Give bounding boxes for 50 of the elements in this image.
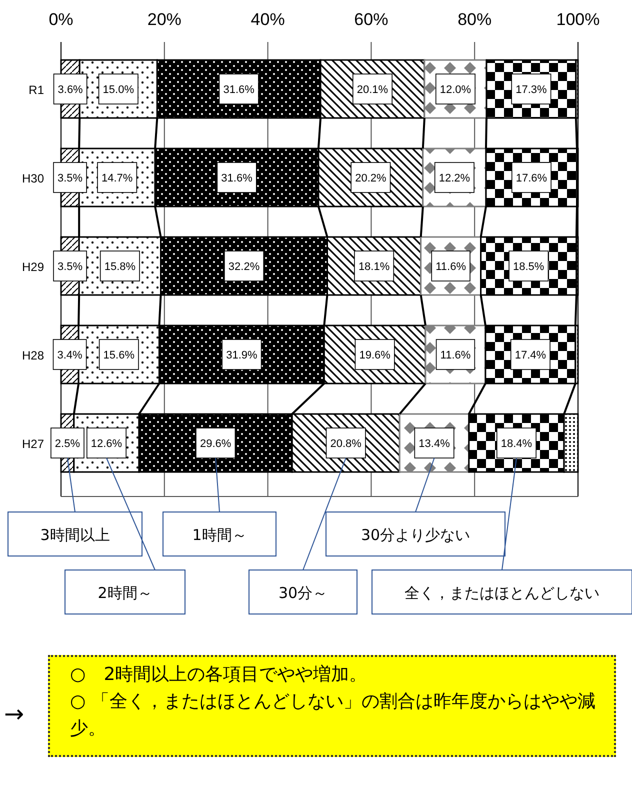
data-label: 12.2% bbox=[438, 172, 470, 184]
text: 1時間～ bbox=[192, 526, 247, 544]
data-label: 31.6% bbox=[221, 172, 253, 184]
text: 30分より少ない bbox=[360, 526, 470, 544]
x-tick-label: 40% bbox=[250, 10, 285, 29]
data-label: 18.1% bbox=[358, 261, 390, 273]
x-tick-label: 20% bbox=[147, 10, 182, 29]
y-tick-label: R1 bbox=[28, 83, 44, 97]
data-label: 11.6% bbox=[436, 261, 466, 273]
data-label: 15.8% bbox=[104, 261, 136, 273]
data-label: 12.6% bbox=[90, 438, 122, 450]
data-label: 31.9% bbox=[226, 350, 258, 362]
data-label: 15.0% bbox=[102, 84, 134, 96]
text: ○ 「全く，またはほとんどしない」の割合は昨年度からはやや減少。 bbox=[70, 690, 596, 741]
data-label: 32.2% bbox=[228, 261, 260, 273]
data-label: 29.6% bbox=[200, 438, 232, 450]
text: ○ 2時間以上の各項目でやや増加。 bbox=[70, 663, 368, 687]
text: 2時間～ bbox=[98, 584, 152, 602]
y-tick-label: H30 bbox=[22, 172, 44, 186]
data-label: 18.5% bbox=[513, 261, 544, 273]
data-label: 3.4% bbox=[57, 350, 83, 362]
data-label: 13.4% bbox=[418, 438, 450, 450]
annotation: → bbox=[4, 700, 24, 728]
data-label: 20.8% bbox=[330, 438, 362, 450]
data-label: 15.6% bbox=[103, 350, 135, 362]
text: 30分～ bbox=[278, 584, 328, 602]
data-label: 3.5% bbox=[58, 172, 83, 184]
text: 全く，またはほとんどしない bbox=[404, 584, 600, 602]
data-label: 11.6% bbox=[440, 350, 471, 362]
x-tick-label: 80% bbox=[458, 10, 492, 29]
data-label: 3.5% bbox=[58, 261, 83, 273]
text: 3時間以上 bbox=[40, 526, 110, 544]
data-label: 20.2% bbox=[355, 172, 386, 184]
x-tick-label: 100% bbox=[556, 10, 600, 29]
data-label: 20.1% bbox=[356, 84, 388, 96]
y-tick-label: H29 bbox=[22, 260, 44, 274]
data-label: 17.6% bbox=[516, 172, 548, 184]
data-label: 3.6% bbox=[58, 84, 84, 96]
y-tick-label: H28 bbox=[22, 348, 44, 362]
data-label: 31.6% bbox=[223, 84, 255, 96]
data-label: 14.7% bbox=[101, 172, 133, 184]
y-tick-label: H27 bbox=[22, 437, 44, 451]
data-label: 17.3% bbox=[516, 84, 548, 96]
data-label: 12.0% bbox=[440, 84, 472, 96]
data-label: 17.4% bbox=[514, 350, 546, 362]
x-tick-label: 0% bbox=[48, 10, 74, 29]
x-tick-label: 60% bbox=[354, 10, 388, 29]
data-label: 18.4% bbox=[500, 438, 532, 450]
data-label: 19.6% bbox=[359, 350, 391, 362]
data-label: 2.5% bbox=[54, 438, 80, 450]
